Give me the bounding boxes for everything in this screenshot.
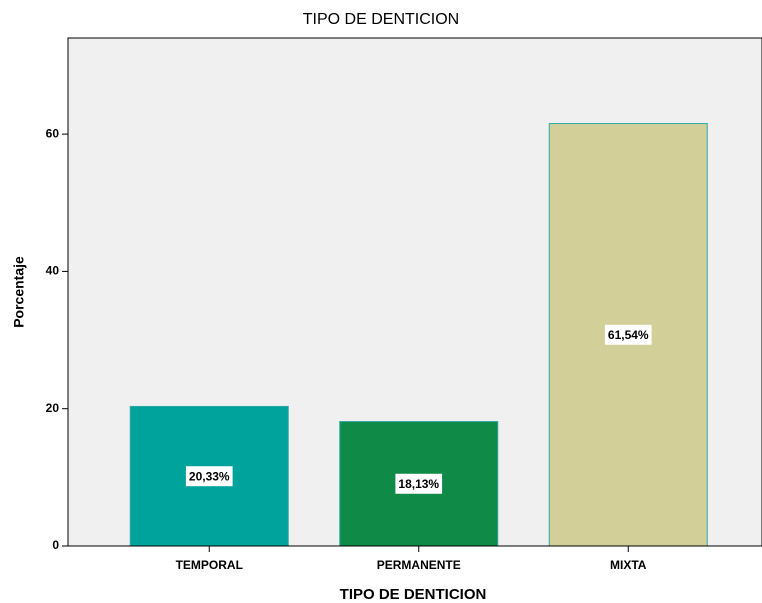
value-label-bg bbox=[395, 473, 443, 494]
x-tick-label: TEMPORAL bbox=[176, 558, 243, 572]
value-label-bg bbox=[604, 324, 652, 345]
chart-title: TIPO DE DENTICION bbox=[303, 11, 459, 28]
x-tick-label: MIXTA bbox=[610, 558, 647, 572]
y-tick-label: 0 bbox=[52, 538, 59, 552]
x-axis-label: TIPO DE DENTICION bbox=[340, 586, 487, 603]
y-tick-label: 20 bbox=[46, 401, 60, 415]
x-tick-label: PERMANENTE bbox=[377, 558, 461, 572]
bar bbox=[129, 405, 289, 547]
value-label: 61,54% bbox=[608, 328, 649, 342]
value-label: 18,13% bbox=[398, 477, 439, 491]
value-label-bg bbox=[185, 466, 233, 487]
y-tick-label: 40 bbox=[46, 264, 60, 278]
value-label: 20,33% bbox=[189, 469, 230, 483]
y-tick-label: 60 bbox=[46, 126, 60, 140]
y-axis-label: Porcentaje bbox=[11, 256, 27, 328]
